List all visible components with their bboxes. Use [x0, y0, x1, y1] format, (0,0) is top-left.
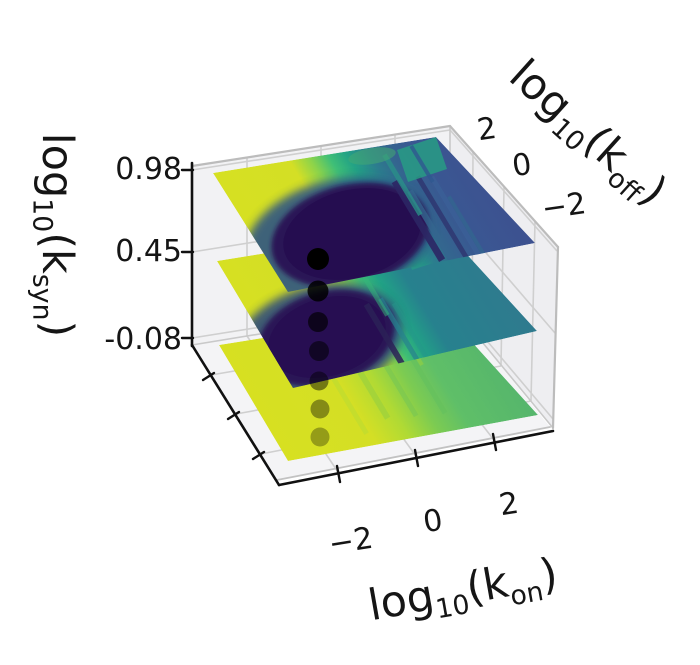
plot-3d-canvas	[180, 124, 560, 487]
z-tick-0.45: 0.45	[115, 234, 182, 269]
z-tick-neg0.08: -0.08	[104, 322, 182, 357]
axis-spines	[180, 161, 555, 487]
trajectory-marker	[310, 427, 330, 447]
z-axis-label: log10(ksyn)	[26, 132, 82, 338]
trajectory-markers	[307, 248, 330, 447]
x-axis-ticks	[335, 432, 498, 484]
z-tick-0.98: 0.98	[115, 152, 182, 187]
trajectory-marker	[308, 312, 328, 332]
low-value-basin-middle	[268, 296, 386, 378]
trajectory-marker	[309, 341, 329, 361]
trajectory-marker	[307, 280, 329, 302]
trajectory-marker	[310, 399, 330, 419]
z-axis-ticks	[180, 168, 195, 340]
y-axis-ticks	[201, 371, 266, 461]
trajectory-marker	[309, 371, 329, 391]
trajectory-marker	[307, 248, 329, 270]
figure-page: { "figure": { "background": "#ffffff", "…	[26, 49, 677, 632]
